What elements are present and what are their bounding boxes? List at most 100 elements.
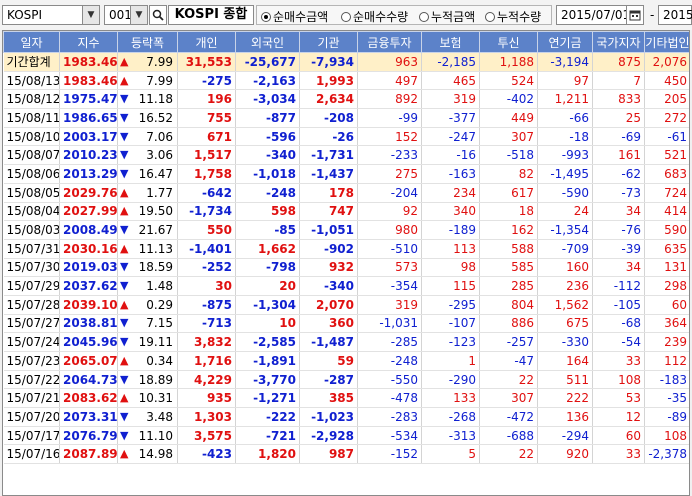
cell-value: -35 (644, 388, 689, 409)
cell-value: 671 (177, 127, 236, 147)
calendar-icon[interactable] (626, 5, 644, 25)
cell-value: -7,934 (299, 52, 358, 72)
table-row[interactable]: 15/07/172076.7911.103,575-721-2,928-534-… (3, 426, 689, 446)
radio-unchecked-icon (419, 11, 429, 22)
cell-value: -2,163 (235, 71, 300, 91)
cell-value: 275 (357, 164, 422, 184)
cell-value: -268 (421, 407, 480, 427)
chevron-down-icon[interactable]: ▼ (82, 6, 99, 24)
radio-net-buy-amount[interactable]: 순매수금액 (261, 8, 328, 25)
column-header[interactable]: 연기금 (537, 31, 593, 53)
code-select[interactable]: 001 ▼ (104, 5, 148, 25)
cell-value: -423 (177, 444, 236, 465)
column-header[interactable]: 일자 (3, 31, 60, 53)
cell-change: 7.06 (117, 127, 178, 147)
table-row[interactable]: 15/07/302019.0318.59-252-798932573985851… (3, 258, 689, 278)
table-row[interactable]: 15/07/222064.7318.894,229-3,770-287-550-… (3, 370, 689, 390)
column-header[interactable]: 기타법인 (644, 31, 689, 53)
cell-date: 15/07/27 (3, 314, 60, 334)
cell-change: 16.52 (117, 108, 178, 128)
cell-date: 15/08/12 (3, 89, 60, 110)
cell-value: 585 (479, 258, 538, 278)
column-header[interactable]: 금융투자 (357, 31, 422, 53)
cell-value: 239 (644, 332, 689, 352)
cell-change: 7.99 (117, 52, 178, 72)
cell-change: 19.50 (117, 202, 178, 222)
change-value: 0.34 (146, 353, 173, 368)
cell-date: 15/08/13 (3, 71, 60, 91)
down-arrow-icon (120, 260, 128, 273)
cell-value: -3,034 (235, 89, 300, 110)
cell-value: 1,993 (299, 71, 358, 91)
change-value: 7.99 (146, 54, 173, 69)
cell-change: 11.13 (117, 239, 178, 259)
change-value: 7.99 (146, 73, 173, 88)
page-title: KOSPI 종합 (168, 5, 254, 25)
up-arrow-icon (120, 186, 128, 199)
cell-value: -1,734 (177, 202, 236, 222)
end-date-value: 2015 (663, 8, 692, 22)
column-header[interactable]: 국가지자 (592, 31, 645, 53)
column-header[interactable]: 보험 (421, 31, 480, 53)
cell-value: -16 (421, 145, 480, 166)
search-icon[interactable] (149, 5, 167, 25)
cell-value: 524 (479, 71, 538, 91)
cell-value: -47 (479, 351, 538, 371)
cell-value: -204 (357, 183, 422, 203)
cell-value: 162 (479, 220, 538, 240)
column-header[interactable]: 기관 (299, 31, 358, 53)
chevron-down-icon[interactable]: ▼ (130, 6, 147, 24)
cell-value: 755 (177, 108, 236, 128)
cell-value: -713 (177, 314, 236, 334)
column-header[interactable]: 개인 (177, 31, 236, 53)
radio-label: 누적금액 (431, 10, 476, 24)
cell-value: -26 (299, 127, 358, 147)
cell-change: 18.59 (117, 258, 178, 278)
cell-value: 33 (592, 351, 645, 371)
down-arrow-icon (120, 92, 128, 105)
radio-cumulative-quantity[interactable]: 누적수량 (485, 8, 541, 25)
cell-value: -233 (357, 145, 422, 166)
cell-value: -208 (299, 108, 358, 128)
column-header[interactable]: 지수 (59, 31, 118, 53)
start-date-field[interactable]: 2015/07/01 (556, 5, 644, 25)
market-select[interactable]: KOSPI ▼ (2, 5, 100, 25)
column-header[interactable]: 등락폭 (117, 31, 178, 53)
change-value: 16.52 (138, 110, 173, 125)
column-header[interactable]: 외국인 (235, 31, 300, 53)
cell-value: 161 (592, 145, 645, 166)
table-row[interactable]: 15/08/102003.177.06671-596-26152-247307-… (3, 127, 689, 147)
up-arrow-icon (120, 74, 128, 87)
cell-value: -107 (421, 314, 480, 334)
radio-net-buy-quantity[interactable]: 순매수수량 (341, 8, 408, 25)
cell-index: 2030.16 (59, 239, 118, 259)
cell-value: 2,634 (299, 89, 358, 110)
radio-cumulative-amount[interactable]: 누적금액 (419, 8, 475, 25)
column-header[interactable]: 투신 (479, 31, 538, 53)
cell-change: 7.99 (117, 71, 178, 91)
cell-index: 1983.46 (59, 52, 118, 72)
cell-index: 2064.73 (59, 370, 118, 390)
end-date-field[interactable]: 2015 (658, 5, 692, 25)
cell-index: 2027.99 (59, 202, 118, 222)
cell-change: 7.15 (117, 314, 178, 334)
cell-value: 1,303 (177, 407, 236, 427)
